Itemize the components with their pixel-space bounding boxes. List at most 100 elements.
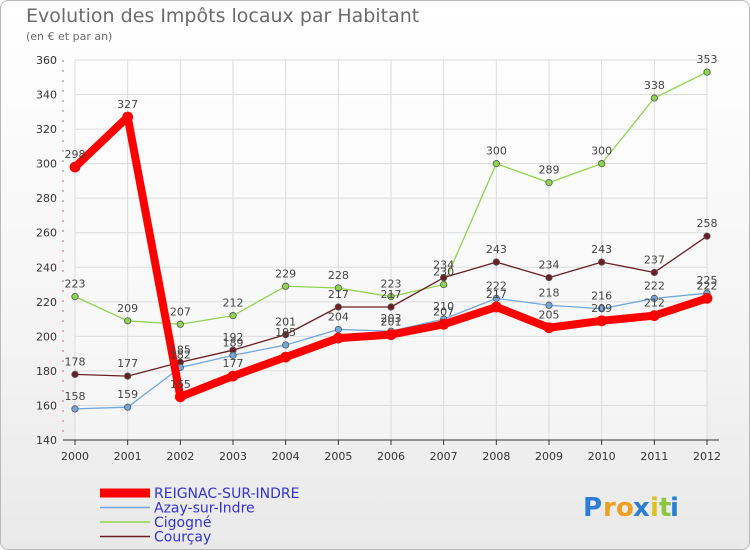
y-tick-label-320: 320 [36, 123, 57, 136]
data-label: 192 [223, 331, 244, 344]
data-label: 223 [65, 278, 86, 291]
data-label: 207 [433, 305, 454, 318]
y-tick-label-140: 140 [36, 434, 57, 447]
y-tick-label-360: 360 [36, 54, 57, 67]
series-reignac-sur-indre [69, 111, 713, 403]
gridlines [74, 59, 708, 441]
data-point [545, 301, 553, 309]
data-point [122, 111, 134, 123]
logo-letter: i [670, 493, 679, 523]
data-label: 228 [328, 269, 349, 282]
data-point [703, 68, 711, 76]
logo-letter: i [650, 493, 659, 523]
data-point [174, 391, 186, 403]
data-point [543, 322, 555, 334]
x-tick-label-2000: 2000 [61, 450, 89, 463]
data-label: 217 [486, 288, 507, 301]
data-point [596, 315, 608, 327]
data-label: 229 [275, 267, 296, 280]
legend-item: Cigogné [100, 515, 212, 531]
data-label: 158 [65, 390, 86, 403]
data-point [71, 293, 79, 301]
series-cigogn- [71, 68, 711, 328]
data-point [387, 293, 395, 301]
data-label: 189 [223, 336, 244, 349]
y-tick-label-260: 260 [36, 227, 57, 240]
data-label: 300 [486, 145, 507, 158]
data-point [492, 258, 500, 266]
data-label: 210 [433, 300, 454, 313]
logo-letter: P [583, 493, 602, 523]
logo-letter: r [603, 493, 616, 523]
data-point [71, 405, 79, 413]
data-point [334, 325, 342, 334]
y-tick-label-180: 180 [36, 365, 57, 378]
data-label: 212 [644, 297, 665, 310]
data-point [229, 312, 237, 320]
data-point [545, 274, 553, 282]
data-label: 216 [591, 290, 612, 303]
x-tick-label-2009: 2009 [535, 450, 563, 463]
legend: REIGNAC-SUR-INDREAzay-sur-IndreCigognéCo… [100, 486, 299, 546]
data-label: 222 [644, 279, 665, 292]
data-label: 178 [65, 355, 86, 368]
data-label: 289 [539, 164, 560, 177]
data-label: 225 [697, 274, 718, 287]
data-point [227, 370, 239, 382]
x-tick-label-2004: 2004 [272, 450, 300, 463]
y-tick-label-220: 220 [36, 296, 57, 309]
data-label: 159 [117, 388, 138, 401]
data-label: 230 [433, 266, 454, 279]
data-point [124, 403, 132, 411]
legend-label: Courçay [154, 530, 211, 546]
data-label: 353 [697, 53, 718, 66]
data-label: 177 [223, 357, 244, 370]
series-cour-ay [71, 232, 711, 380]
data-point [176, 320, 184, 328]
data-point [229, 351, 237, 359]
data-label: 209 [591, 302, 612, 315]
data-label: 204 [328, 310, 349, 323]
data-point [438, 318, 450, 330]
data-point [332, 332, 344, 344]
data-label: 258 [697, 217, 718, 230]
data-point [387, 303, 395, 311]
chart-title: Evolution des Impôts locaux par Habitant [26, 5, 419, 27]
x-tick-label-2002: 2002 [166, 450, 194, 463]
y-tick-label-340: 340 [36, 89, 57, 102]
data-point [334, 284, 342, 292]
data-point [492, 294, 500, 302]
data-point [69, 161, 81, 173]
x-tick-label-2005: 2005 [324, 450, 352, 463]
data-point [650, 294, 658, 302]
data-point [598, 258, 606, 266]
data-point [282, 341, 290, 349]
data-label: 182 [170, 348, 191, 361]
x-tick-label-2008: 2008 [482, 450, 510, 463]
legend-label: Cigogné [154, 515, 212, 531]
axes: 140 160 180 200 220 240 260 280 300 320 340 360 2000… [36, 54, 721, 463]
data-label: 237 [644, 253, 665, 266]
x-tick-label-2007: 2007 [430, 450, 458, 463]
data-point [282, 282, 290, 290]
y-tick-label-160: 160 [36, 399, 57, 412]
data-label: 222 [697, 279, 718, 292]
data-point [598, 160, 606, 168]
data-label: 223 [381, 278, 402, 291]
data-label: 201 [381, 316, 402, 329]
data-label: 185 [170, 343, 191, 356]
legend-label: REIGNAC-SUR-INDRE [154, 486, 299, 502]
logo-letter: t [659, 493, 671, 523]
y-tick-label-280: 280 [36, 192, 57, 205]
data-label: 165 [170, 378, 191, 391]
x-tick-label-2003: 2003 [219, 450, 247, 463]
data-label: 177 [117, 357, 138, 370]
series-layer [69, 68, 713, 413]
data-point [703, 232, 711, 240]
logo-letter: o [616, 493, 634, 523]
data-point [440, 280, 448, 289]
data-point [280, 351, 292, 363]
y-tick-label-200: 200 [36, 330, 57, 343]
data-label: 234 [433, 259, 454, 272]
